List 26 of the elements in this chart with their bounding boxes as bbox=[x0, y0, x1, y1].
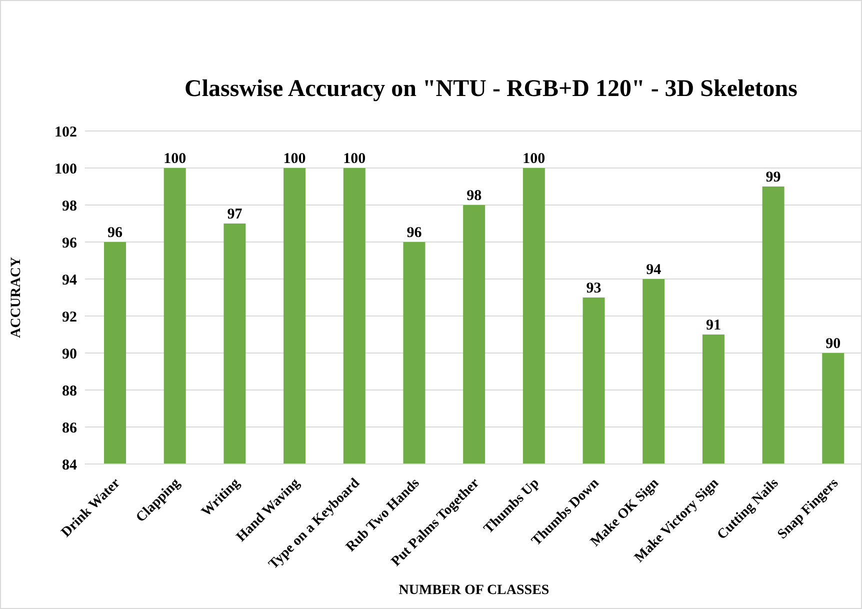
y-tick-label: 88 bbox=[62, 383, 77, 400]
y-tick-label: 98 bbox=[62, 198, 77, 214]
data-label: 90 bbox=[826, 336, 841, 352]
y-tick-label: 102 bbox=[54, 124, 77, 140]
x-axis-title: NUMBER OF CLASSES bbox=[398, 583, 550, 598]
data-label: 98 bbox=[466, 188, 482, 204]
data-label: 91 bbox=[706, 318, 721, 334]
y-tick-label: 90 bbox=[62, 346, 77, 362]
y-tick-label: 92 bbox=[62, 309, 77, 326]
data-label: 93 bbox=[586, 280, 602, 296]
y-tick-label: 96 bbox=[62, 235, 78, 252]
y-axis-title: ACCURACY bbox=[8, 257, 24, 338]
data-label: 96 bbox=[406, 225, 422, 241]
data-label: 100 bbox=[522, 151, 546, 167]
data-label: 99 bbox=[766, 170, 781, 186]
y-tick-label: 100 bbox=[54, 161, 77, 178]
y-tick-label: 86 bbox=[62, 420, 78, 436]
data-label: 100 bbox=[164, 151, 186, 167]
data-label: 100 bbox=[343, 151, 366, 167]
chart-title: Classwise Accuracy on "NTU - RGB+D 120" - 3D Skeletons bbox=[184, 75, 798, 104]
data-label: 100 bbox=[283, 151, 306, 167]
y-tick-label: 84 bbox=[62, 457, 78, 474]
data-label: 94 bbox=[646, 262, 662, 278]
data-label: 96 bbox=[108, 225, 123, 241]
y-tick-label: 94 bbox=[62, 272, 78, 288]
data-label: 97 bbox=[227, 206, 243, 222]
